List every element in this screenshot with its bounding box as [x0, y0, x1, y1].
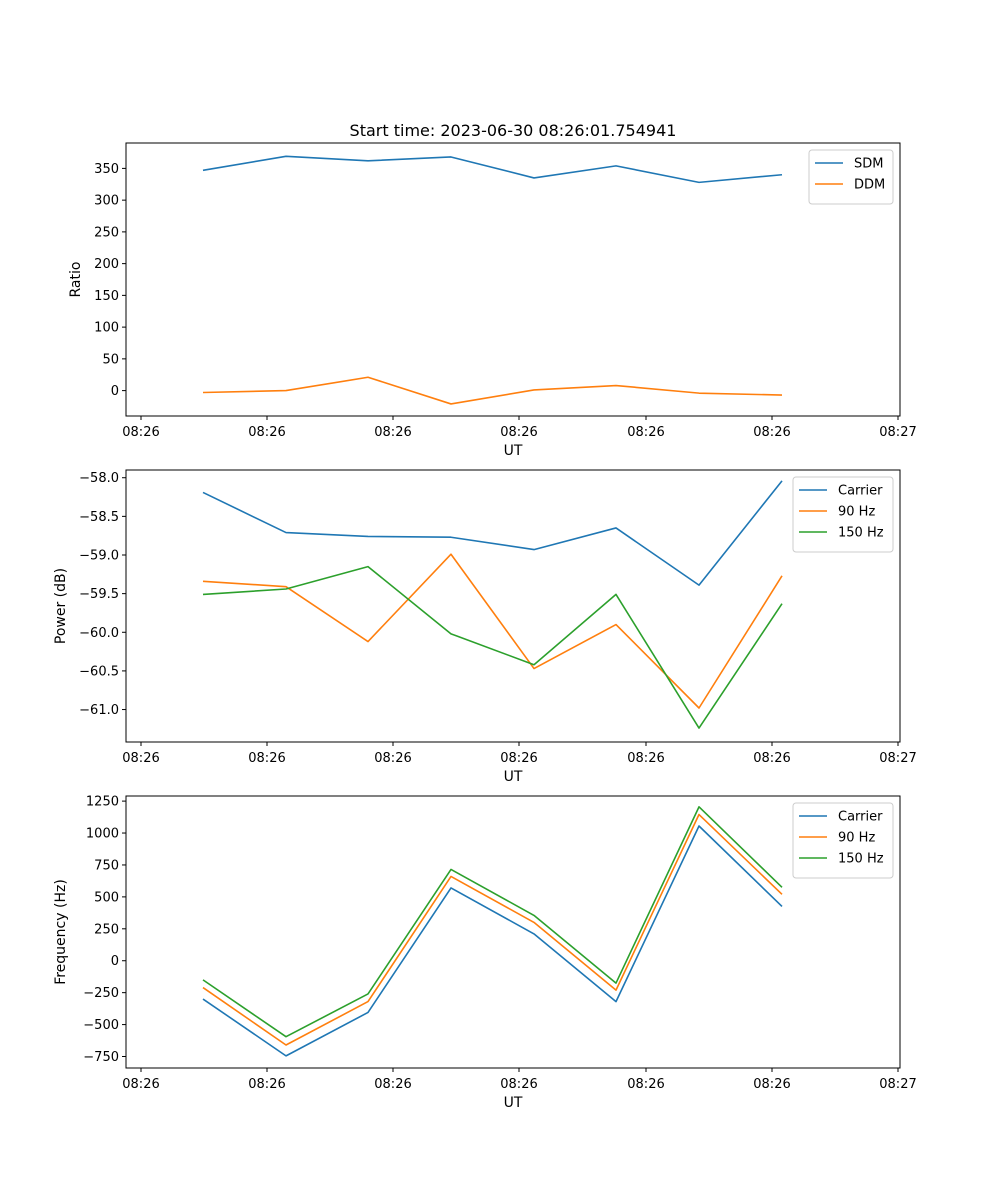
figure-title: Start time: 2023-06-30 08:26:01.754941: [350, 121, 677, 140]
series-line-150-hz: [202, 565, 783, 729]
y-tick-label: 500: [94, 890, 119, 905]
ratio-panel: 0 50 100 150 200 250 300 350 08:26 08:26 08:26 08:2…: [68, 142, 917, 459]
x-tick-label: 08:26: [627, 425, 664, 440]
x-tick-label: 08:26: [500, 1077, 537, 1092]
axes-frame: [125, 142, 901, 417]
x-tick-label: 08:26: [627, 1077, 664, 1092]
x-tick-label: 08:26: [122, 1077, 159, 1092]
y-axis-label: Ratio: [68, 262, 84, 298]
y-axis-label: Power (dB): [53, 568, 69, 644]
y-tick-label: 1250: [86, 795, 119, 810]
x-tick-label: 08:26: [500, 425, 537, 440]
y-tick-label: −58.0: [79, 471, 119, 486]
y-tick-label: 50: [102, 352, 119, 367]
axes-frame: [125, 469, 901, 743]
y-tick-label: −750: [83, 1050, 119, 1065]
y-tick-label: 150: [94, 289, 119, 304]
x-tick-label: 08:26: [122, 751, 159, 766]
y-tick-label: 0: [111, 384, 119, 399]
legend-box: [792, 476, 894, 553]
x-axis-label: UT: [504, 443, 523, 459]
series-line-90-hz: [202, 813, 783, 1046]
y-axis-label: Frequency (Hz): [53, 879, 69, 985]
x-axis-label: UT: [504, 1095, 523, 1111]
x-tick-label: 08:27: [879, 425, 916, 440]
x-tick-label: 08:26: [374, 425, 411, 440]
x-tick-label: 08:26: [374, 751, 411, 766]
series-line-150-hz: [202, 806, 783, 1038]
y-tick-label: 350: [94, 162, 119, 177]
y-tick-label: −59.0: [79, 549, 119, 564]
legend-box: [792, 802, 894, 879]
series-line-90-hz: [202, 553, 783, 709]
x-tick-label: 08:26: [500, 751, 537, 766]
y-tick-label: 250: [94, 225, 119, 240]
x-tick-label: 08:26: [122, 425, 159, 440]
y-tick-label: 300: [94, 194, 119, 209]
legend-label: 150 Hz: [838, 526, 884, 541]
y-tick-label: −61.0: [79, 703, 119, 718]
y-tick-label: −59.5: [79, 587, 119, 602]
legend-label: 90 Hz: [838, 505, 875, 520]
x-tick-label: 08:26: [248, 751, 285, 766]
x-tick-label: 08:26: [248, 425, 285, 440]
y-tick-label: 750: [94, 858, 119, 873]
x-tick-label: 08:27: [879, 1077, 916, 1092]
y-tick-label: 0: [111, 954, 119, 969]
frequency-panel: −750 −500 −250 0 250 500 750 1000 1250 08:26 08:26…: [53, 795, 917, 1111]
y-tick-label: −58.5: [79, 510, 119, 525]
legend-label: 150 Hz: [838, 852, 884, 867]
legend-label: Carrier: [838, 810, 883, 825]
series-line-sdm: [202, 155, 783, 184]
legend-label: 90 Hz: [838, 831, 875, 846]
legend-label: SDM: [854, 157, 883, 172]
y-tick-label: 200: [94, 257, 119, 272]
power-panel: −58.0 −58.5 −59.0 −59.5 −60.0 −60.5 −61.0 08:26…: [53, 469, 917, 785]
x-tick-label: 08:26: [753, 751, 790, 766]
x-axis-label: UT: [504, 769, 523, 785]
y-tick-label: −250: [83, 986, 119, 1001]
x-tick-label: 08:26: [753, 1077, 790, 1092]
series-line-ddm: [202, 376, 783, 405]
x-tick-label: 08:26: [248, 1077, 285, 1092]
legend-label: DDM: [854, 178, 885, 193]
series-line-carrier: [202, 825, 783, 1057]
y-tick-label: 250: [94, 922, 119, 937]
y-tick-label: 1000: [86, 827, 119, 842]
legend-label: Carrier: [838, 484, 883, 499]
x-tick-label: 08:27: [879, 751, 916, 766]
y-tick-label: −60.0: [79, 626, 119, 641]
y-tick-label: 100: [94, 321, 119, 336]
series-line-carrier: [202, 480, 783, 586]
x-tick-label: 08:26: [374, 1077, 411, 1092]
y-tick-label: −60.5: [79, 664, 119, 679]
x-tick-label: 08:26: [627, 751, 664, 766]
y-tick-label: −500: [83, 1018, 119, 1033]
axes-frame: [125, 795, 901, 1069]
x-tick-label: 08:26: [753, 425, 790, 440]
